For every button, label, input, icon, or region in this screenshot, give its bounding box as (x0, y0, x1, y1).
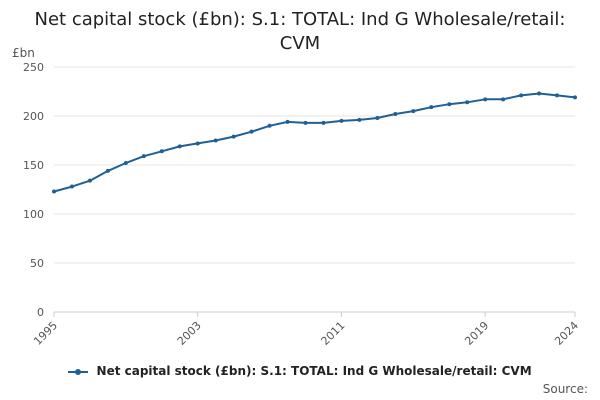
data-point-2024[interactable] (573, 95, 577, 100)
legend: Net capital stock (£bn): S.1: TOTAL: Ind… (0, 364, 600, 378)
y-tick-label: 0 (37, 306, 44, 319)
chart-title-line-1: Net capital stock (£bn): S.1: TOTAL: Ind… (34, 9, 566, 30)
data-point-2013[interactable] (375, 115, 380, 120)
data-point-2020[interactable] (501, 97, 506, 102)
data-point-2009[interactable] (303, 120, 308, 125)
y-axis-unit-label: £bn (12, 46, 35, 60)
data-point-2000[interactable] (141, 154, 146, 159)
data-point-2023[interactable] (555, 93, 560, 98)
data-point-2019[interactable] (483, 97, 488, 102)
data-point-2008[interactable] (285, 119, 290, 124)
x-tick-label: 2003 (175, 319, 204, 348)
y-axis-ticks: 0 50 100 150 200 250 (23, 61, 44, 319)
series-group (52, 91, 577, 194)
data-point-1998[interactable] (105, 168, 110, 173)
data-point-2021[interactable] (519, 93, 524, 98)
data-point-2011[interactable] (339, 118, 344, 123)
chart-title-line-2: CVM (279, 33, 321, 54)
data-point-1999[interactable] (123, 161, 128, 166)
data-point-2006[interactable] (249, 129, 254, 134)
data-point-2007[interactable] (267, 123, 272, 128)
gridlines (54, 66, 575, 313)
legend-label: Net capital stock (£bn): S.1: TOTAL: Ind… (96, 364, 532, 378)
data-point-2004[interactable] (213, 138, 218, 143)
data-point-2022[interactable] (537, 91, 542, 96)
x-tick-label: 1995 (31, 319, 60, 348)
series-line (53, 92, 576, 193)
y-tick-label: 250 (23, 61, 44, 74)
data-point-2005[interactable] (231, 134, 236, 139)
data-point-2016[interactable] (429, 105, 434, 110)
data-point-2001[interactable] (159, 149, 164, 154)
data-point-2010[interactable] (321, 120, 326, 125)
data-point-2012[interactable] (357, 117, 362, 122)
data-point-1997[interactable] (87, 178, 92, 183)
y-tick-label: 200 (23, 110, 44, 123)
x-tick-label: 2011 (319, 319, 348, 348)
data-point-2018[interactable] (465, 100, 470, 105)
data-point-1995[interactable] (52, 189, 56, 194)
data-point-2015[interactable] (411, 109, 416, 114)
data-point-2017[interactable] (447, 102, 452, 107)
y-tick-label: 150 (23, 159, 44, 172)
data-point-2003[interactable] (195, 141, 200, 146)
x-tick-label: 2024 (552, 319, 581, 348)
data-point-1996[interactable] (69, 184, 74, 189)
x-tick-label: 2019 (462, 319, 491, 348)
source-label: Source: (542, 382, 588, 396)
y-tick-label: 100 (23, 208, 44, 221)
data-point-2014[interactable] (393, 112, 398, 117)
x-axis-ticks: 1995 2003 2011 2019 2024 (31, 312, 581, 348)
legend-swatch (68, 367, 89, 377)
chart-title: Net capital stock (£bn): S.1: TOTAL: Ind… (0, 8, 600, 56)
data-point-2002[interactable] (177, 144, 182, 149)
y-tick-label: 50 (30, 257, 44, 270)
